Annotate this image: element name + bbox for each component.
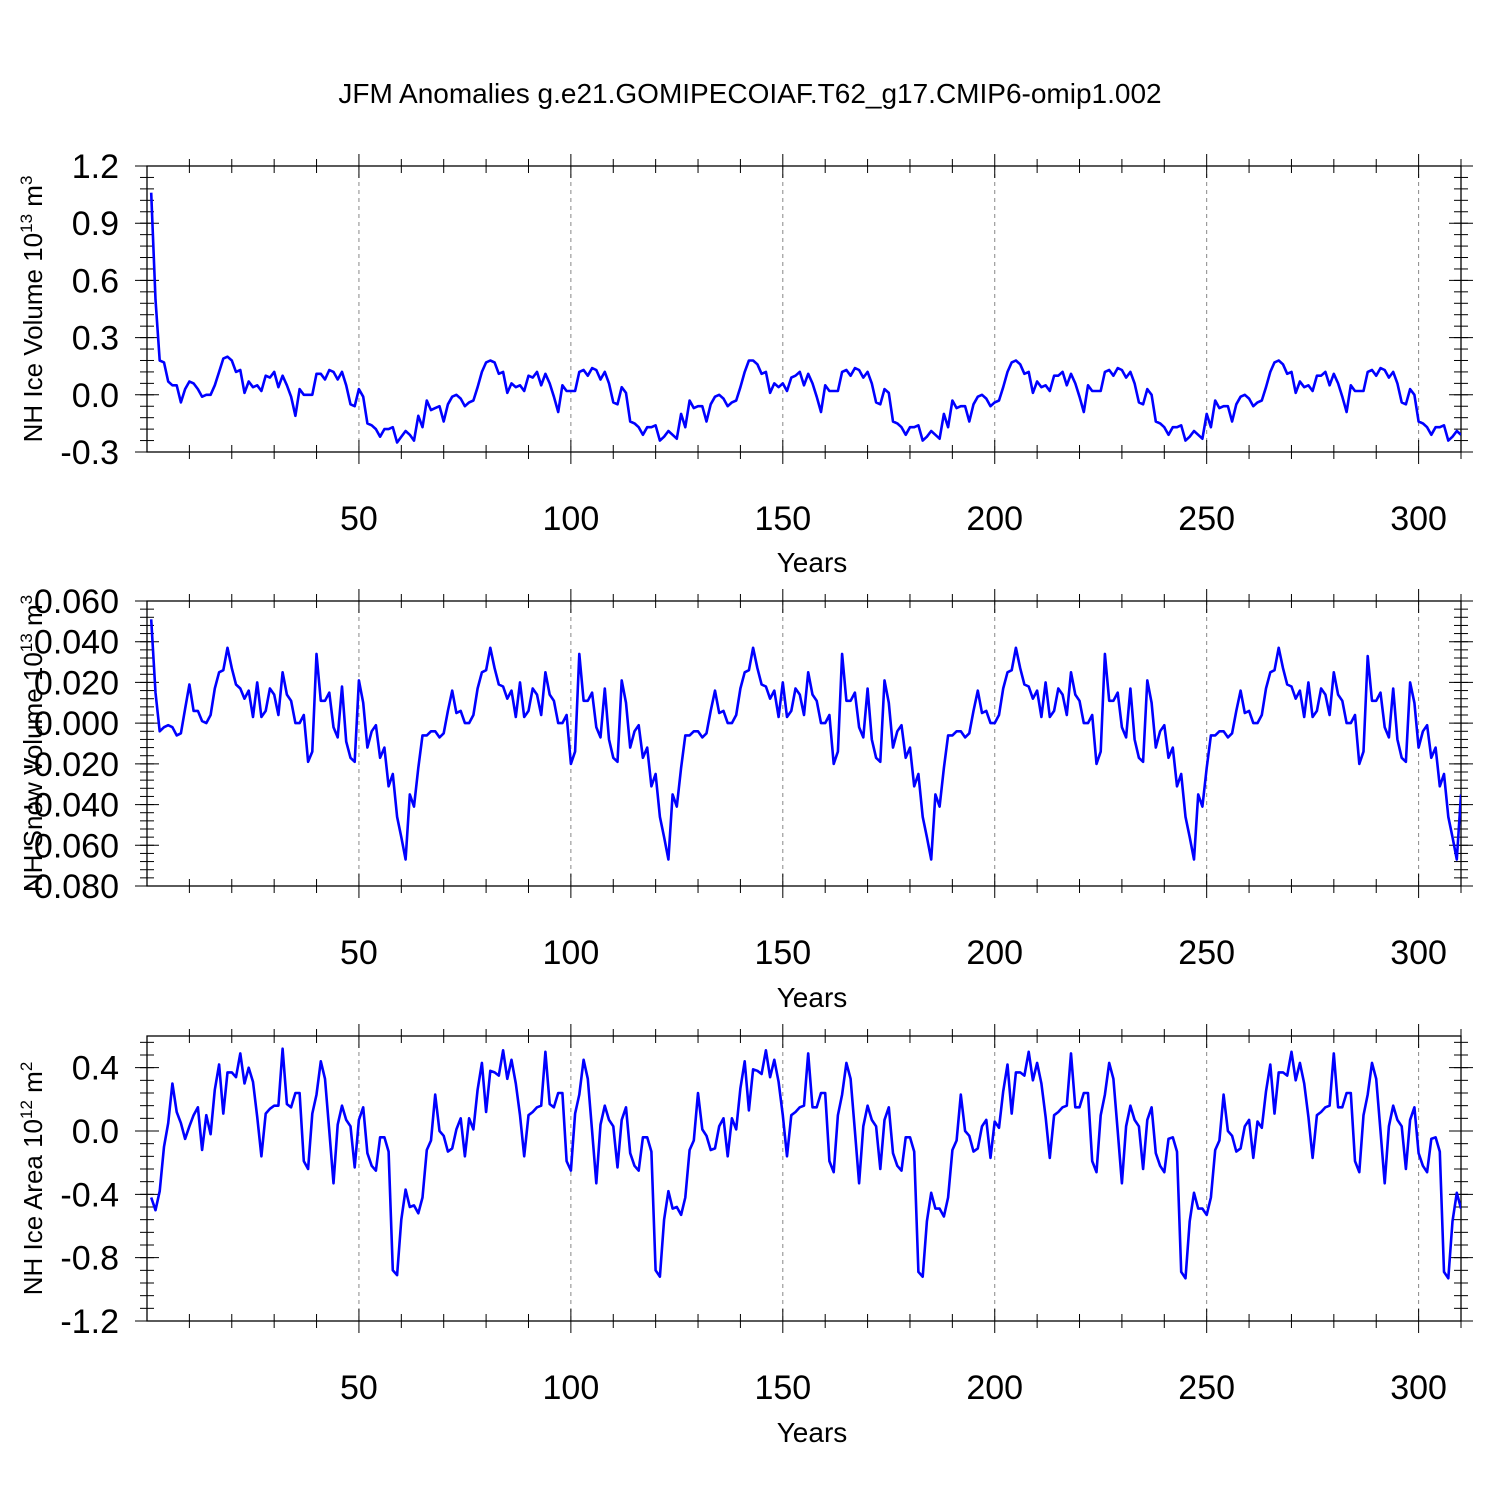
x-tick-label: 150 [754,1369,811,1407]
x-tick-label: 50 [340,934,378,972]
panel-1: 50 100 150 200 250 300 -0.3 0.0 0.3 0.6 0.9 1.2 Year… [17,148,1473,578]
x-tick-label: 200 [966,934,1023,972]
x-tick-label: 150 [754,500,811,538]
y-tick-label: -1.2 [60,1303,119,1341]
y-tick-label: -0.060 [23,827,119,865]
y-axis-label-part: m [18,604,48,633]
x-axis-label: Years [777,982,848,1013]
y-axis-label: NH Ice Area 1012 m2 [17,1062,48,1296]
x-tick-label: 200 [966,500,1023,538]
y-axis-label: NH Ice Volume 1013 m3 [17,176,48,443]
x-tick-label: 100 [543,934,600,972]
y-axis-label-superscript: 3 [17,176,36,185]
y-tick-label: 0.000 [34,705,119,743]
x-tick-label: 250 [1178,934,1235,972]
y-axis-label-part: NH Snow Volume 10 [18,652,48,892]
y-tick-label: -0.040 [23,787,119,825]
y-tick-label: -0.3 [60,434,119,472]
x-tick-label: 300 [1390,500,1447,538]
x-tick-label: 250 [1178,1369,1235,1407]
y-axis-label-superscript: 13 [17,214,36,233]
y-tick-label: 0.3 [72,320,119,358]
plot-frame [146,1035,1462,1322]
y-axis-label-superscript: 2 [17,1062,36,1071]
figure-title: JFM Anomalies g.e21.GOMIPECOIAF.T62_g17.… [338,78,1161,109]
x-tick-label: 100 [543,1369,600,1407]
series-line [149,192,1461,444]
y-axis-label-part: m [18,1071,48,1100]
y-axis-label-superscript: 12 [17,1100,36,1119]
y-axis-label-part: NH Ice Volume 10 [18,233,48,443]
y-tick-label: 0.0 [72,1113,119,1151]
x-tick-label: 300 [1390,934,1447,972]
x-tick-label: 250 [1178,500,1235,538]
y-tick-label: -0.8 [60,1240,119,1278]
y-tick-label: 0.040 [34,624,119,662]
panel-3: 50 100 150 200 250 300 -1.2 -0.8 -0.4 0.0 0.4 Years… [17,1024,1473,1448]
y-axis-label-part: m [18,185,48,214]
y-axis-label: NH Snow Volume 1013 m3 [17,595,48,892]
x-tick-label: 50 [340,500,378,538]
y-tick-label: 0.0 [72,377,119,415]
x-tick-label: 300 [1390,1369,1447,1407]
series-line [149,619,1461,861]
y-tick-label: 0.6 [72,262,119,300]
y-axis-label-superscript: 13 [17,633,36,652]
x-tick-label: 150 [754,934,811,972]
y-axis-label-superscript: 3 [17,595,36,604]
y-tick-label: 1.2 [72,148,119,186]
x-tick-label: 100 [543,500,600,538]
y-tick-label: 0.020 [34,664,119,702]
series-line [149,1047,1461,1280]
x-axis-label: Years [777,547,848,578]
panel-2: 50 100 150 200 250 300 -0.080-0.060-0.040-0.02… [17,583,1473,1013]
y-tick-label: -0.4 [60,1176,119,1214]
y-tick-label: 0.9 [72,205,119,243]
y-axis-label-part: NH Ice Area 10 [18,1119,48,1295]
y-tick-label: -0.080 [23,868,119,906]
plot-frame [146,165,1462,453]
x-tick-label: 50 [340,1369,378,1407]
y-tick-label: 0.4 [72,1050,119,1088]
plot-frame [146,600,1462,887]
y-tick-label: 0.060 [34,583,119,621]
y-tick-label: -0.020 [23,746,119,784]
x-axis-label: Years [777,1417,848,1448]
x-tick-label: 200 [966,1369,1023,1407]
